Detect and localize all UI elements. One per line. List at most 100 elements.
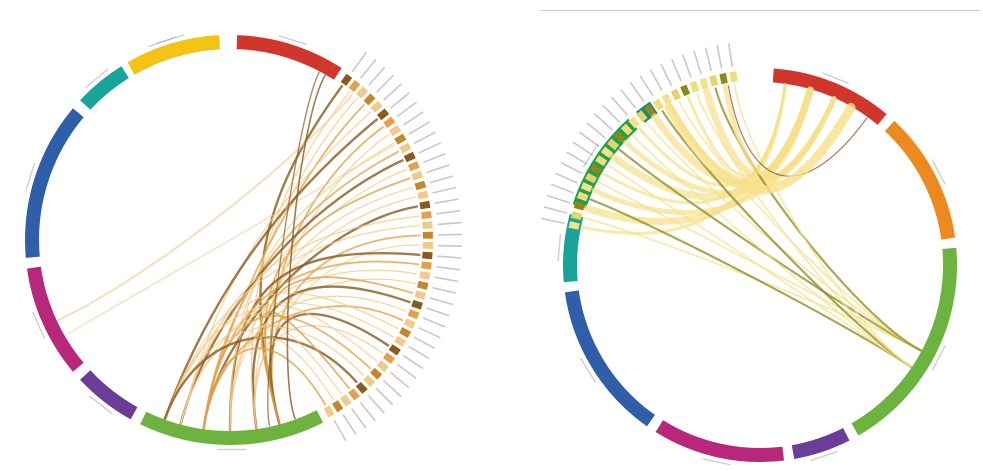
left-node-label-mark	[426, 164, 450, 174]
right-node-label-mark	[540, 217, 565, 225]
left-node	[403, 151, 416, 163]
right-chord	[589, 198, 912, 368]
right-segment-blue	[564, 290, 656, 427]
right-node-label-mark	[728, 43, 733, 68]
left-node-label-mark	[432, 186, 457, 194]
right-node-label-mark	[611, 96, 629, 116]
left-chord	[163, 118, 379, 420]
right-chord	[583, 217, 922, 352]
right-node	[628, 116, 640, 129]
left-node-label-mark	[408, 345, 430, 360]
right-node	[644, 104, 656, 117]
left-node-label-mark	[434, 276, 459, 283]
right-node	[600, 146, 613, 159]
right-node	[580, 182, 593, 193]
right-node-label-mark	[566, 151, 588, 165]
right-node-label-mark	[586, 122, 606, 139]
right-chord-diagram	[540, 43, 957, 466]
left-chord	[180, 292, 399, 425]
left-node-label-mark	[351, 408, 367, 429]
right-node	[568, 221, 580, 230]
right-node-label-mark	[620, 89, 637, 109]
left-segment-label-mark	[89, 395, 114, 415]
left-node	[411, 299, 423, 310]
left-chord	[250, 323, 342, 429]
left-node-label-mark	[437, 244, 462, 247]
left-segment-magenta	[26, 266, 84, 372]
left-node	[414, 180, 427, 191]
left-node	[407, 309, 420, 320]
top-rule	[540, 10, 980, 11]
right-node-label-mark	[649, 69, 663, 91]
left-node-label-mark	[390, 92, 410, 109]
left-segment-purple	[80, 370, 138, 420]
right-node-label-mark	[550, 183, 574, 194]
right-segment-magenta	[655, 420, 785, 463]
left-node	[340, 73, 353, 86]
left-node-label-mark	[422, 317, 446, 328]
right-node-label-mark	[639, 75, 654, 97]
left-chord	[229, 295, 407, 431]
right-segment-label-mark	[931, 345, 946, 371]
left-node-label-mark	[351, 51, 368, 73]
left-node	[376, 108, 390, 121]
right-chord	[661, 110, 912, 368]
right-node	[585, 172, 597, 184]
left-node	[355, 381, 368, 394]
right-node	[589, 163, 602, 175]
left-chord	[254, 244, 421, 429]
left-segment-label-mark	[156, 34, 185, 44]
left-segment-yellow	[127, 35, 221, 75]
right-node-label-mark	[629, 81, 645, 103]
left-chord	[251, 285, 411, 430]
right-node	[661, 93, 673, 106]
left-node	[370, 100, 383, 113]
left-node-label-mark	[402, 111, 424, 126]
left-node-label-mark	[375, 387, 394, 406]
left-node-label-mark	[367, 394, 385, 414]
left-node-label-mark	[375, 74, 394, 93]
right-node-label-mark	[594, 113, 613, 131]
left-node-label-mark	[396, 101, 418, 118]
left-node	[323, 405, 335, 418]
left-chord	[56, 93, 354, 322]
right-chord	[678, 101, 922, 352]
left-node	[399, 327, 412, 338]
left-node	[340, 394, 352, 407]
left-node	[417, 280, 429, 290]
left-chord	[252, 187, 414, 429]
left-node	[403, 318, 416, 329]
left-node	[417, 190, 429, 200]
left-node-label-mark	[333, 419, 347, 442]
left-segment-blue	[25, 108, 84, 258]
left-chord	[163, 336, 358, 420]
left-segment-teal	[80, 66, 129, 110]
left-chord	[202, 315, 372, 430]
left-segment-label-mark	[278, 35, 308, 46]
right-node	[576, 191, 589, 202]
left-node	[421, 211, 432, 220]
right-node	[699, 77, 709, 90]
left-chord	[164, 168, 407, 420]
right-node-label-mark	[546, 194, 571, 204]
right-segment-teal	[563, 213, 584, 283]
left-node	[332, 400, 344, 413]
right-node	[652, 98, 664, 111]
left-node	[388, 124, 402, 137]
left-node	[394, 133, 407, 145]
left-node	[399, 142, 412, 154]
right-node	[670, 88, 682, 101]
right-segment-lightgreen	[851, 247, 957, 436]
left-node-label-mark	[408, 121, 431, 135]
right-node-label-mark	[543, 206, 568, 214]
left-node-label-mark	[413, 131, 436, 145]
left-node	[376, 360, 389, 372]
right-segment-purple	[791, 427, 850, 459]
left-node-label-mark	[437, 233, 462, 236]
right-node	[620, 123, 633, 136]
right-chord	[722, 83, 837, 180]
left-chord-diagram	[25, 34, 462, 451]
left-node	[363, 93, 376, 106]
left-node-label-mark	[368, 66, 386, 86]
